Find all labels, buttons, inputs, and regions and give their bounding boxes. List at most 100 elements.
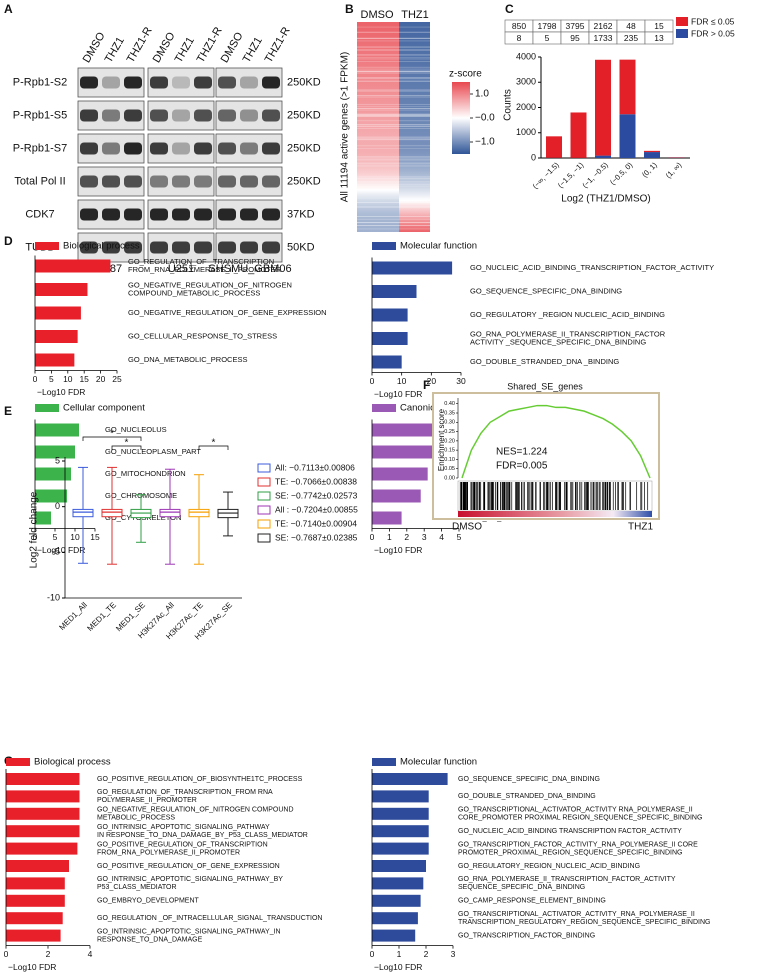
legend-swatch <box>372 242 396 250</box>
blot-band <box>194 175 212 188</box>
x-tick-label: 2 <box>404 532 409 542</box>
blot-band <box>80 175 98 188</box>
blot-band <box>150 208 168 221</box>
blot-row-label: CDK7 <box>25 208 54 220</box>
legend-label: SE: −0.7687±0.02385 <box>275 532 358 542</box>
bar <box>372 929 416 942</box>
bar <box>372 912 418 925</box>
blot-size-label: 250KD <box>287 142 321 154</box>
chart-title: Molecular function <box>400 757 477 768</box>
category-label: GO_REGULATORY_REGION_NUCLEIC_ACID_BINDIN… <box>458 863 640 870</box>
blot-size-label: 250KD <box>287 175 321 187</box>
y-tick-label: 0 <box>531 152 536 162</box>
chart-title: Cellular component <box>63 403 145 414</box>
bar-segment <box>595 155 611 158</box>
blot-band <box>172 76 190 89</box>
blot-band <box>262 208 280 221</box>
enrichment-line <box>461 404 651 479</box>
colorbar-title: z-score <box>449 69 482 80</box>
y-tick-label: 0.25 <box>444 429 455 435</box>
category-label: PROMOTER_PROXIMAL_REGION_SEQUENCE_SPECIF… <box>458 849 682 856</box>
bar <box>6 807 80 820</box>
blot-band <box>124 208 142 221</box>
blot-row-label: P-Rpb1-S7 <box>13 142 67 154</box>
significance-bracket <box>82 436 142 441</box>
x-tick-label: (−∞, −1.5) <box>531 160 562 191</box>
table-cell <box>644 31 674 45</box>
bar <box>6 825 80 838</box>
bar <box>6 790 80 803</box>
chart-title: Biological process <box>34 757 111 768</box>
category-label: GO_NEGATIVE_REGULATION_OF_GENE_EXPRESSIO… <box>128 308 327 317</box>
category-label: FROM_RNA_POLYMERASE_II_PROMOTER <box>97 849 240 856</box>
table-value: 1798 <box>538 21 557 31</box>
category-label: GO_DOUBLE_STRANDED_DNA _BINDING <box>470 357 619 366</box>
table-value: 48 <box>626 21 636 31</box>
barcode-frame <box>457 480 653 512</box>
category-label: GO_NEGATIVE_REGULATION_OF_NITROGEN COMPO… <box>97 807 294 814</box>
x-tick-label: 2 <box>46 949 51 959</box>
blot-band <box>150 241 168 254</box>
chart-title: Molecular function <box>400 241 477 252</box>
blot-band <box>194 142 212 155</box>
x-tick-label: 5 <box>457 532 462 542</box>
category-label: GO_NUCLEIC_ACID_BINDING_TRANSCRIPTION_FA… <box>470 263 714 272</box>
chart-title: Shared_SE_genes <box>507 381 583 391</box>
blot-band <box>80 208 98 221</box>
blot-band <box>172 175 190 188</box>
x-end-label: DMSO <box>452 522 482 533</box>
blot-band <box>124 76 142 89</box>
category-label: GO_NEGATIVE_REGULATION_OF_NITROGEN <box>128 280 292 289</box>
bar <box>35 353 75 367</box>
bar <box>6 912 63 925</box>
category-label: P53_CLASS_MEDIATOR <box>97 884 177 891</box>
category-label: RESPONSE_TO_DNA_DAMAGE <box>97 936 203 943</box>
bar-segment <box>570 112 587 158</box>
y-tick-label: 0.00 <box>444 475 455 481</box>
y-tick-label: 0.05 <box>444 466 455 472</box>
table-value: 850 <box>512 21 526 31</box>
blot-row-label: Total Pol II <box>14 175 65 187</box>
y-tick-label: 0 <box>55 501 60 511</box>
blot-band <box>102 175 120 188</box>
blot-band <box>150 109 168 122</box>
y-tick-label: 0.15 <box>444 448 455 454</box>
category-label: TRANSCRIPTION_REGULATORY_REGION_SEQUENCE… <box>458 919 710 926</box>
blot-band <box>124 109 142 122</box>
bar <box>372 445 435 459</box>
blot-band <box>240 241 258 254</box>
lane-label: THZ1 <box>173 35 197 65</box>
panel-letter: D <box>4 234 13 248</box>
blot-size-label: 37KD <box>287 208 315 220</box>
colorbar-tick-label: −0.0 <box>475 113 495 124</box>
category-label: GO_NUCLEIC_ACID_BINDING TRANSCRIPTION FA… <box>458 828 682 835</box>
legend-swatch <box>257 477 271 487</box>
blot-band <box>172 241 190 254</box>
colorbar-tick-label: −1.0 <box>475 137 495 148</box>
legend-label: All: −0.7113±0.00806 <box>275 462 355 472</box>
category-label: SEQUENCE_SPECIFIC_DNA_BINDING <box>458 884 585 891</box>
x-tick-label: 15 <box>90 532 100 542</box>
category-label: GO_REGULATION _OF_INTRACELLULAR_SIGNAL_T… <box>97 915 322 922</box>
category-label: GO_TRANSCRIPTIONAL_ACTIVATOR_ACTIVITY_RN… <box>458 911 695 918</box>
table-value: 3795 <box>566 21 585 31</box>
bar <box>35 306 81 320</box>
bar <box>35 467 71 481</box>
x-tick-label: 0 <box>4 949 9 959</box>
table-value: 15 <box>654 21 664 31</box>
legend-swatch <box>6 758 30 766</box>
blot-band <box>150 175 168 188</box>
blot-band <box>240 175 258 188</box>
category-label: GO_MITOCHONDRION <box>105 469 186 478</box>
category-label: GO_RNA_POLYMERASE_II_TRANSCRIPTION_FACTO… <box>458 876 676 883</box>
x-tick-label: MED1_All <box>57 600 89 632</box>
y-axis-label: Log2 fold change <box>29 491 40 568</box>
blot-band <box>218 208 236 221</box>
blot-band <box>80 241 98 254</box>
category-label: GO_POSITIVE_REGULATION_OF_GENE_EXPRESSIO… <box>97 863 280 870</box>
heatmap-block <box>399 22 430 232</box>
category-label: ACTIVITY _SEQUENCE_SPECIFIC_DNA_BINDING <box>470 337 646 346</box>
category-label: CORE_PROMOTER PROXIMAL REGION_SEQUENCE_S… <box>458 815 702 822</box>
blot-band <box>194 109 212 122</box>
category-label: GO_SEQUENCE_SPECIFIC_DNA_BINDING <box>470 286 622 295</box>
